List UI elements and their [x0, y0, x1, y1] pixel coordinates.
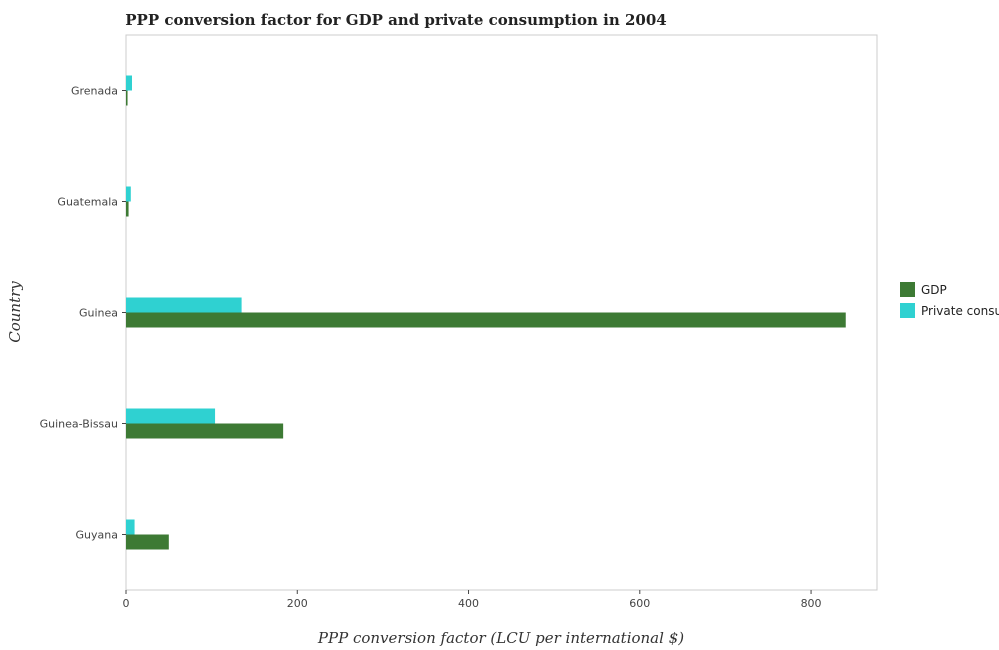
- y-tick-label: Grenada: [71, 85, 118, 98]
- legend-swatch: [900, 303, 915, 318]
- bar-guatemala-gdp: [126, 201, 129, 217]
- x-tick-label: 200: [287, 597, 308, 610]
- x-axis-label: PPP conversion factor (LCU per internati…: [317, 629, 684, 647]
- bar-guinea-private-consumption: [126, 297, 242, 313]
- legend: GDP Private consumption: [900, 282, 999, 318]
- x-tick-label: 800: [801, 597, 822, 610]
- bar-guinea-bissau-private-consumption: [126, 408, 216, 424]
- bar-grenada-private-consumption: [126, 75, 132, 91]
- y-tick-label: Guinea-Bissau: [40, 418, 118, 431]
- bar-guatemala-private-consumption: [126, 186, 131, 202]
- legend-label: Private consumption: [921, 304, 999, 318]
- y-tick-label: Guatemala: [57, 196, 118, 209]
- y-tick-label: Guyana: [76, 529, 118, 542]
- legend-label: GDP: [921, 283, 947, 297]
- bar-guinea-bissau-gdp: [126, 423, 284, 439]
- bars: [126, 75, 846, 550]
- bar-guyana-private-consumption: [126, 519, 135, 535]
- y-axis-label: Country: [6, 281, 24, 343]
- bar-grenada-gdp: [126, 90, 128, 106]
- chart-title: PPP conversion factor for GDP and privat…: [125, 11, 666, 29]
- x-tick-label: 400: [458, 597, 479, 610]
- legend-swatch: [900, 282, 915, 297]
- x-tick-label: 0: [123, 597, 130, 610]
- y-tick-label: Guinea: [79, 307, 118, 320]
- y-tick-labels: Grenada Guatemala Guinea Guinea-Bissau Guyan…: [40, 85, 126, 542]
- x-tick-labels: 0 200 400 600 800: [123, 590, 822, 610]
- bar-guinea-gdp: [126, 312, 846, 328]
- bar-guyana-gdp: [126, 534, 169, 550]
- x-tick-label: 600: [629, 597, 650, 610]
